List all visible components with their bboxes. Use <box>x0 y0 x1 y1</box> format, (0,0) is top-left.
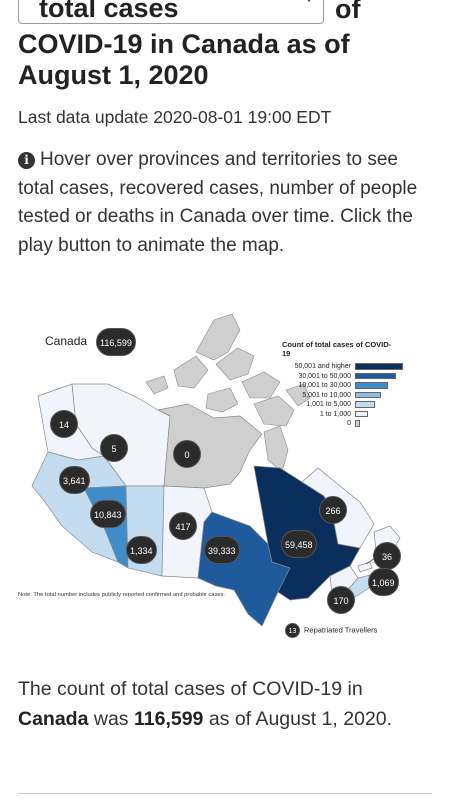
legend-item-swatch <box>355 391 381 398</box>
legend-item-label: 5,001 to 10,000 <box>302 391 351 399</box>
select-suffix: of <box>335 0 361 24</box>
canada-total-badge: 116,599 <box>96 328 136 356</box>
legend-item-label: 50,001 and higher <box>294 363 351 370</box>
legend-items: 50,001 and higher 30,001 to 50,000 10,001 … <box>282 362 422 428</box>
legend-item: 50,001 and higher <box>282 362 422 371</box>
region-badge-bc[interactable]: 3,641 <box>59 466 90 494</box>
divider <box>18 793 432 794</box>
legend-item-label: 10,001 to 30,000 <box>298 382 351 389</box>
summary-suffix: as of August 1, 2020. <box>208 707 393 730</box>
summary-count: 116,599 <box>133 707 204 730</box>
region-pe[interactable] <box>357 561 373 573</box>
legend-item: 10,001 to 30,000 <box>282 381 422 390</box>
region-nu[interactable] <box>156 403 263 489</box>
info-text: Hover over provinces and territories to … <box>18 149 418 256</box>
legend-item-swatch <box>355 363 403 370</box>
map-note: Note: The total number includes publicly… <box>18 592 226 598</box>
region-badge-ns[interactable]: 1,069 <box>368 568 399 596</box>
region-badge-nu[interactable]: 0 <box>173 440 201 468</box>
region-badge-ab[interactable]: 10,843 <box>90 500 126 528</box>
region-badge-on[interactable]: 39,333 <box>204 536 240 564</box>
legend-item-swatch <box>355 401 375 408</box>
region-badge-yt[interactable]: 14 <box>50 410 78 438</box>
canada-label: Canada <box>45 334 88 348</box>
page-title: COVID-19 in Canada as of August 1, 2020 <box>18 29 350 90</box>
summary-prefix: The count of total cases of COVID-19 in <box>18 678 363 700</box>
region-badge-sk[interactable]: 1,334 <box>126 536 157 564</box>
repatriated-travellers: 13 Repatriated Travellers <box>285 623 377 638</box>
summary-middle: was <box>93 707 129 730</box>
metric-select[interactable]: total cases <box>18 0 324 24</box>
legend-item-label: 1 to 1,000 <box>319 410 351 418</box>
legend-item-swatch <box>355 420 360 427</box>
legend: Count of total cases of COVID-19 50,001 … <box>282 340 422 428</box>
legend-item: 1,001 to 5,000 <box>282 400 422 409</box>
legend-item-label: 1,001 to 5,000 <box>306 401 351 408</box>
region-badge-mb[interactable]: 417 <box>169 512 197 540</box>
legend-item: 30,001 to 50,000 <box>282 372 422 381</box>
legend-item-swatch <box>355 372 396 379</box>
info-circle-icon: i <box>18 152 35 169</box>
repatriated-badge: 13 <box>285 623 300 638</box>
arctic-islands[interactable] <box>145 313 311 473</box>
legend-item-label: 0 <box>347 420 351 427</box>
legend-item-swatch <box>355 410 368 417</box>
info-text-block: i Hover over provinces and territories to… <box>18 146 428 260</box>
legend-item: 5,001 to 10,000 <box>282 391 422 400</box>
repatriated-label: Repatriated Travellers <box>304 625 378 635</box>
legend-item: 0 <box>282 419 422 428</box>
region-badge-qc[interactable]: 59,458 <box>281 530 317 558</box>
legend-item: 1 to 1,000 <box>282 410 422 419</box>
region-badge-nt[interactable]: 5 <box>100 434 128 462</box>
region-badge-nb[interactable]: 170 <box>327 586 355 614</box>
legend-title: Count of total cases of COVID-19 <box>282 340 392 358</box>
region-badge-nl[interactable]: 266 <box>319 496 347 524</box>
legend-item-swatch <box>355 382 388 389</box>
metric-select-value: total cases <box>39 0 179 23</box>
metric-selector-row: total cases of <box>18 0 448 28</box>
last-update: Last data update 2020-08-01 19:00 EDT <box>18 107 332 127</box>
summary-place: Canada <box>18 707 89 730</box>
legend-item-label: 30,001 to 50,000 <box>298 372 351 380</box>
region-badge-pe[interactable]: 36 <box>373 542 401 570</box>
chevron-down-icon <box>304 0 314 2</box>
summary-text: The count of total cases of COVID-19 in … <box>18 675 428 734</box>
canada-map: Canada 116,599 Count of total cases of C… <box>18 300 428 650</box>
